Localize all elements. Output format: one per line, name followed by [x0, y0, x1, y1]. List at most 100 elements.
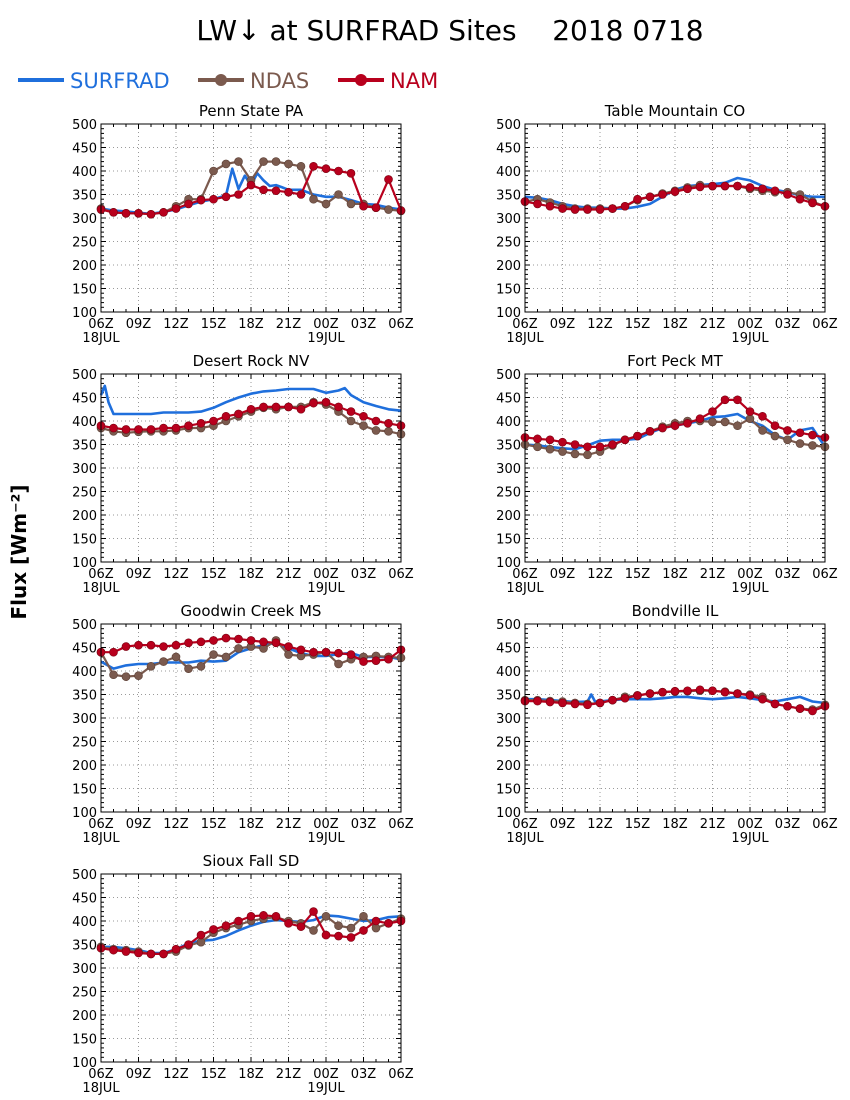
data-point	[620, 693, 630, 703]
y-tick-label: 100	[72, 306, 97, 321]
data-point	[371, 916, 381, 926]
x-tick-label: 18Z	[238, 1067, 264, 1082]
legend-label: NAM	[390, 69, 438, 93]
data-point	[296, 645, 306, 655]
x-date-label: 19JUL	[731, 331, 769, 346]
data-point	[720, 181, 730, 191]
y-tick-label: 400	[496, 165, 521, 180]
data-point	[121, 425, 131, 434]
data-point	[134, 209, 143, 218]
data-point	[558, 437, 567, 447]
y-tick-label: 400	[72, 165, 97, 180]
panel-title: Goodwin Creek MS	[181, 602, 322, 620]
panel-fort-peck-mt: Fort Peck MT 100 150 200 250 300 350 400 450 500 0…	[496, 352, 838, 596]
data-point	[171, 944, 181, 954]
data-point	[171, 640, 181, 650]
data-point	[570, 699, 580, 709]
x-date-label: 18JUL	[506, 831, 544, 846]
data-point	[808, 430, 817, 440]
y-tick-label: 300	[496, 712, 521, 727]
data-point	[658, 423, 667, 433]
data-point	[608, 440, 617, 449]
x-tick-label: 12Z	[163, 317, 189, 332]
series-line	[100, 167, 402, 216]
x-date-label: 18JUL	[82, 581, 120, 596]
x-tick-label: 15Z	[201, 1067, 227, 1082]
y-tick-label: 500	[72, 368, 97, 383]
plot-frame	[100, 623, 402, 813]
data-point	[658, 687, 667, 697]
data-point	[720, 417, 730, 427]
x-tick-label: 12Z	[163, 817, 189, 832]
data-point	[284, 642, 293, 651]
data-point	[658, 190, 667, 199]
x-tick-label: 15Z	[625, 317, 651, 332]
x-date-label: 18JUL	[82, 331, 120, 346]
data-point	[184, 421, 193, 431]
data-point	[284, 187, 293, 197]
y-tick-label: 300	[72, 212, 97, 227]
data-point	[346, 407, 356, 416]
y-tick-label: 100	[72, 556, 97, 571]
data-point	[533, 199, 542, 209]
y-tick-label: 350	[72, 689, 97, 704]
x-tick-label: 15Z	[201, 567, 227, 582]
y-tick-label: 450	[496, 142, 521, 157]
data-point	[583, 442, 592, 452]
x-tick-label: 12Z	[587, 817, 613, 832]
x-date-label: 19JUL	[307, 581, 345, 596]
x-tick-label: 09Z	[126, 817, 152, 832]
data-point	[733, 395, 742, 405]
data-point	[371, 656, 381, 665]
y-tick-label: 150	[72, 283, 97, 298]
legend-marker	[215, 74, 227, 86]
data-point	[221, 411, 231, 421]
series-line	[100, 165, 403, 216]
data-point	[359, 201, 368, 211]
data-point	[234, 190, 243, 199]
x-tick-label: 06Z	[512, 817, 538, 832]
data-point	[246, 404, 256, 414]
data-point	[359, 926, 368, 935]
x-tick-label: 09Z	[126, 1067, 152, 1082]
data-point	[159, 642, 168, 651]
data-point	[384, 205, 393, 214]
data-point	[259, 185, 268, 195]
data-point	[545, 697, 555, 707]
x-tick-label: 09Z	[550, 567, 576, 582]
y-tick-label: 450	[496, 642, 521, 657]
data-point	[645, 427, 655, 436]
data-point	[309, 907, 318, 916]
data-point	[284, 159, 293, 169]
x-tick-label: 03Z	[351, 317, 377, 332]
data-point	[159, 423, 168, 433]
data-point	[259, 637, 268, 647]
data-point	[346, 416, 356, 426]
data-point	[184, 940, 193, 949]
data-point	[533, 442, 542, 452]
data-point	[570, 440, 580, 449]
data-point	[246, 180, 256, 190]
data-point	[346, 650, 356, 659]
series-nam	[96, 162, 406, 219]
x-tick-label: 21Z	[700, 567, 726, 582]
data-point	[296, 404, 306, 414]
data-point	[795, 428, 805, 438]
y-tick-label: 450	[496, 392, 521, 407]
data-point	[346, 933, 356, 942]
data-point	[184, 199, 193, 209]
y-tick-label: 300	[72, 962, 97, 977]
data-point	[259, 157, 268, 166]
data-point	[695, 685, 705, 695]
data-point	[558, 698, 567, 708]
y-tick-label: 200	[72, 759, 97, 774]
data-point	[296, 922, 306, 931]
data-point	[783, 701, 792, 711]
data-point	[271, 157, 281, 166]
data-point	[346, 923, 356, 933]
data-point	[321, 911, 331, 921]
x-tick-label: 06Z	[388, 817, 414, 832]
y-tick-label: 350	[72, 439, 97, 454]
y-tick-label: 450	[72, 142, 97, 157]
data-point	[109, 423, 118, 433]
